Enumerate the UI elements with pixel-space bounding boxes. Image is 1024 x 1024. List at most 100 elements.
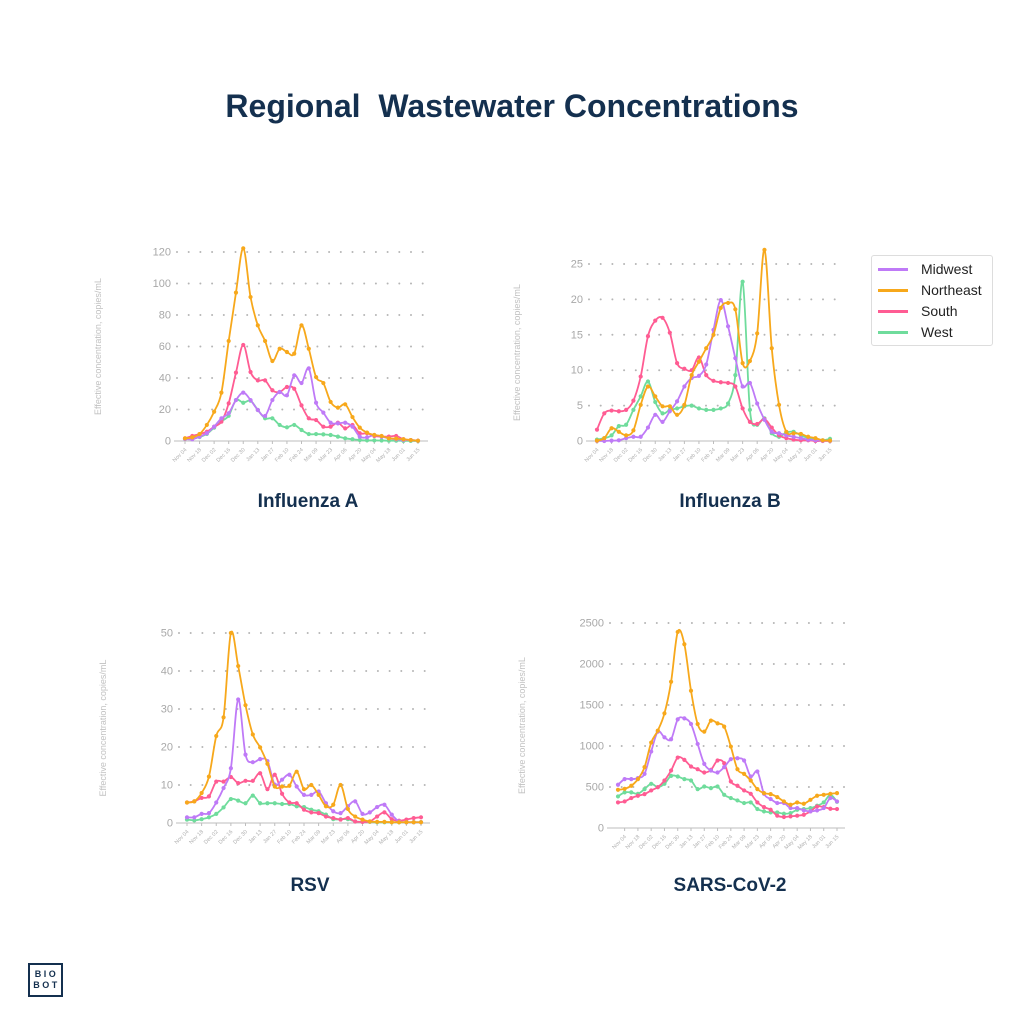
gridline-dot	[609, 622, 611, 624]
gridline-dot	[199, 314, 202, 316]
gridline-dot	[609, 663, 611, 665]
gridline-dot	[634, 263, 637, 265]
data-point	[331, 809, 336, 814]
gridline-dot	[822, 333, 824, 336]
data-point	[645, 425, 651, 430]
gridline-dot	[798, 263, 801, 265]
gridline-dot	[667, 745, 670, 747]
gridline-dot	[211, 282, 214, 285]
gridline-dot	[259, 784, 262, 786]
y-tick-label: 0	[167, 818, 173, 830]
data-point	[674, 399, 680, 404]
data-point	[769, 346, 774, 351]
data-point	[653, 318, 658, 323]
data-point	[248, 294, 253, 300]
gridline-dot	[705, 369, 707, 372]
gridline-dot	[726, 704, 728, 706]
gridline-dot	[796, 663, 799, 665]
x-tick-label: Dec 30	[642, 447, 659, 464]
gridline-dot	[421, 314, 424, 316]
gridline-dot	[211, 408, 214, 411]
gridline-dot	[281, 408, 284, 411]
gridline-dot	[222, 314, 225, 316]
data-point	[382, 819, 387, 824]
x-tick-label: Nov 04	[174, 829, 191, 846]
y-tick-label: 2500	[580, 618, 604, 630]
data-point	[236, 697, 241, 702]
data-point	[645, 334, 651, 339]
data-point	[755, 331, 760, 336]
gridline-dot	[178, 708, 180, 710]
x-tick-label: Jan 27	[672, 447, 688, 463]
data-point	[795, 800, 800, 805]
gridline-dot	[339, 377, 342, 379]
gridline-dot	[365, 708, 368, 710]
data-point	[243, 778, 248, 783]
gridline-dot	[351, 408, 354, 411]
gridline-dot	[658, 263, 661, 265]
gridline-dot	[693, 298, 696, 301]
data-point	[328, 424, 333, 429]
gridline-dot	[634, 298, 637, 301]
gridline-dot	[702, 622, 705, 624]
data-point	[808, 805, 813, 811]
gridline-dot	[316, 314, 319, 316]
gridline-dot	[588, 369, 590, 372]
gridline-dot	[306, 784, 309, 786]
data-point	[834, 806, 840, 812]
gridline-dot	[611, 369, 614, 372]
data-point	[262, 378, 268, 383]
gridline-dot	[259, 708, 262, 710]
gridline-dot	[295, 708, 297, 710]
data-point	[735, 756, 740, 761]
x-tick-label: Jun 01	[394, 829, 410, 845]
data-point	[814, 793, 820, 798]
gridline-dot	[775, 404, 778, 407]
gridline-dot	[234, 282, 237, 285]
data-point	[629, 783, 634, 788]
data-point	[733, 373, 738, 378]
data-point	[360, 811, 365, 816]
x-tick-label: Jun 15	[405, 447, 421, 463]
gridline-dot	[737, 745, 740, 747]
gridline-dot	[178, 670, 180, 672]
gridline-dot	[810, 333, 813, 336]
gridline-dot	[318, 784, 321, 786]
gridline-dot	[623, 263, 626, 265]
logo-line-1: BIO	[34, 969, 59, 979]
gridline-dot	[690, 745, 693, 747]
gridline-dot	[236, 632, 239, 634]
gridline-dot	[822, 263, 824, 265]
gridline-dot	[843, 786, 845, 788]
gridline-dot	[702, 745, 705, 747]
gridline-dot	[796, 704, 799, 706]
gridline-dot	[655, 704, 658, 706]
data-point	[711, 378, 716, 383]
gridline-dot	[234, 345, 237, 348]
data-point	[660, 404, 665, 409]
data-point	[741, 758, 747, 763]
gridline-dot	[751, 404, 754, 407]
gridline-dot	[318, 632, 321, 634]
gridline-dot	[611, 263, 614, 265]
data-point	[776, 402, 782, 407]
data-point	[313, 374, 319, 380]
chart-title: RSV	[290, 875, 329, 896]
data-point	[748, 774, 753, 779]
data-point	[688, 764, 694, 769]
data-point	[301, 807, 307, 812]
legend-item-west: West	[878, 322, 953, 342]
gridline-dot	[726, 622, 728, 624]
data-point	[270, 416, 275, 421]
data-point	[682, 384, 687, 389]
gridline-dot	[376, 632, 379, 634]
gridline-dot	[784, 786, 787, 788]
gridline-dot	[634, 369, 637, 372]
gridline-dot	[187, 408, 190, 411]
gridline-dot	[271, 632, 274, 634]
gridline-dot	[189, 670, 192, 672]
gridline-dot	[632, 622, 635, 624]
data-point	[287, 800, 292, 805]
gridline-dot	[737, 622, 740, 624]
